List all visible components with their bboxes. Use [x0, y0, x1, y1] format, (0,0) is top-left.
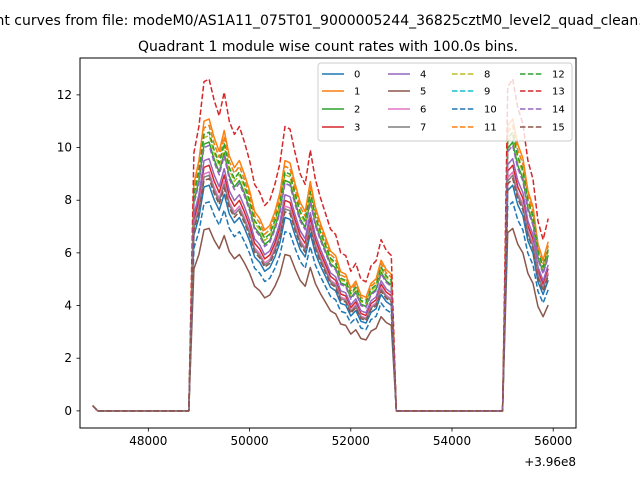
- x-axis: 48000 50000 52000 54000 56000: [129, 428, 572, 448]
- legend-entry-5: 5: [388, 87, 426, 98]
- x-tick-label: 52000: [332, 434, 370, 448]
- legend-entry-8: 8: [452, 70, 490, 81]
- legend-label: 15: [552, 123, 565, 134]
- legend-label: 7: [420, 123, 426, 134]
- legend-label: 2: [354, 105, 360, 116]
- x-tick-label: 50000: [230, 434, 268, 448]
- series-line-15: [92, 177, 549, 412]
- series-line-2: [92, 141, 549, 412]
- legend-entry-9: 9: [452, 87, 490, 98]
- legend-entry-7: 7: [388, 123, 426, 134]
- legend-label: 9: [484, 87, 490, 98]
- plot-title: Quadrant 1 module wise count rates with …: [138, 39, 518, 55]
- y-tick-label: 0: [64, 404, 72, 418]
- y-tick-label: 2: [64, 351, 72, 365]
- legend-entry-11: 11: [452, 123, 497, 134]
- x-tick-label: 48000: [129, 434, 167, 448]
- y-tick-label: 10: [57, 141, 72, 155]
- series-line-14: [92, 144, 549, 412]
- y-axis: 0 2 4 6 8 10 12: [57, 88, 80, 418]
- legend-entry-12: 12: [520, 70, 565, 81]
- legend-label: 13: [552, 87, 565, 98]
- legend-label: 14: [552, 105, 565, 116]
- y-tick-label: 6: [64, 246, 72, 260]
- legend-entry-14: 14: [520, 105, 565, 116]
- series-line-13: [92, 78, 549, 412]
- legend-label: 1: [354, 87, 360, 98]
- series-line-3: [92, 164, 549, 412]
- legend-label: 5: [420, 87, 426, 98]
- y-tick-label: 4: [64, 299, 72, 313]
- series-line-6: [92, 171, 549, 412]
- series-layer: [92, 78, 549, 412]
- legend-label: 11: [484, 123, 497, 134]
- legend-label: 8: [484, 70, 490, 81]
- legend-label: 6: [420, 105, 426, 116]
- series-line-8: [92, 134, 549, 412]
- legend-entry-1: 1: [322, 87, 360, 98]
- legend-entry-2: 2: [322, 105, 360, 116]
- x-axis-offset-label: +3.96e8: [524, 455, 576, 469]
- legend-label: 12: [552, 70, 565, 81]
- legend-label: 4: [420, 70, 426, 81]
- legend-entry-13: 13: [520, 87, 565, 98]
- legend-label: 10: [484, 105, 497, 116]
- series-line-0: [92, 184, 549, 412]
- y-tick-label: 12: [57, 88, 72, 102]
- series-line-11: [92, 124, 549, 412]
- legend-entry-10: 10: [452, 105, 497, 116]
- legend-entry-4: 4: [388, 70, 426, 81]
- y-tick-label: 8: [64, 193, 72, 207]
- legend-entry-6: 6: [388, 105, 426, 116]
- x-tick-label: 56000: [534, 434, 572, 448]
- x-tick-label: 54000: [433, 434, 471, 448]
- series-line-9: [92, 124, 549, 412]
- legend-label: 3: [354, 123, 360, 134]
- figure-suptitle: Light curves from file: modeM0/AS1A11_07…: [0, 13, 640, 29]
- legend-entry-15: 15: [520, 123, 565, 134]
- plot-frame: [79, 57, 577, 429]
- series-line-4: [92, 157, 549, 412]
- legend-box: [317, 62, 573, 142]
- series-line-12: [92, 131, 549, 412]
- legend-entry-3: 3: [322, 123, 360, 134]
- legend-label: 0: [354, 70, 360, 81]
- legend-entry-0: 0: [322, 70, 360, 81]
